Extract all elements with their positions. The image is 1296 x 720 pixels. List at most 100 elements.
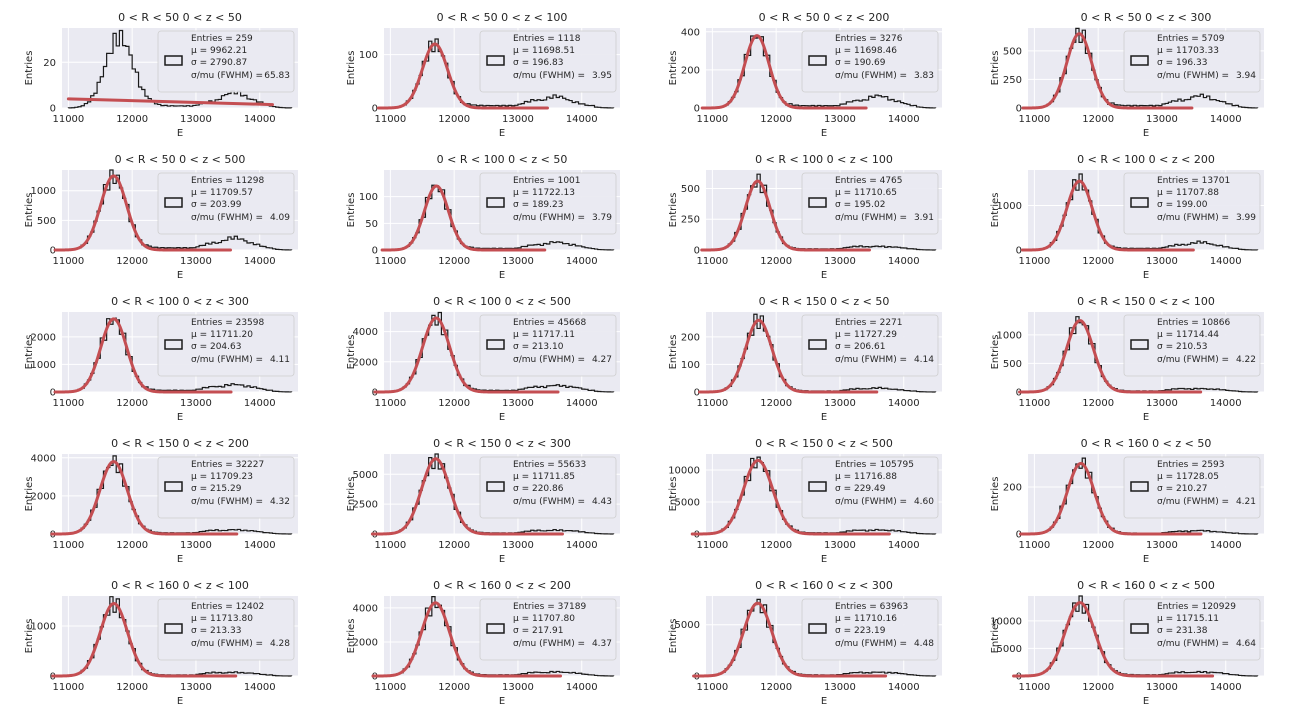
stat-resolution-label: σ/mu (FWHM) = [191,639,263,649]
y-tick-label: 1000 [31,186,56,197]
y-tick-label: 200 [681,65,700,76]
x-axis-label: E [177,412,183,423]
stats-legend: Entries = 105795 μ = 11716.88 σ = 229.49 σ/… [801,456,939,519]
subplot-title: 0 < R < 100 0 < z < 50 [437,153,568,166]
x-tick-label: 13000 [824,398,856,409]
y-axis-label: Entries [24,477,35,512]
y-tick-label: 5000 [675,620,700,631]
y-tick-label: 0 [1016,530,1022,541]
x-tick-label: 14000 [566,682,598,693]
stat-resolution-label: σ/mu (FWHM) = [1157,639,1229,649]
y-tick-label: 4000 [353,603,378,614]
x-axis-label: E [821,412,827,423]
legend-frame [479,30,617,93]
x-tick-label: 13000 [502,398,534,409]
stat-entries: Entries = 1001 [513,176,581,186]
x-tick-label: 11000 [1018,682,1050,693]
y-tick-label: 5000 [353,470,378,481]
x-tick-label: 13000 [824,682,856,693]
x-axis-label: E [177,554,183,565]
x-tick-label: 12000 [116,114,148,125]
x-tick-label: 13000 [180,540,212,551]
x-tick-label: 11000 [374,682,406,693]
stat-entries: Entries = 10866 [1157,318,1231,328]
stat-resolution-label: σ/mu (FWHM) = [835,71,907,81]
stat-resolution-label: σ/mu (FWHM) = [835,355,907,365]
stats-legend: Entries = 4765 μ = 11710.65 σ = 195.02 σ/mu… [801,172,939,235]
y-tick-label: 2000 [31,491,56,502]
y-axis-label: Entries [346,477,357,512]
legend-swatch [486,55,505,66]
y-axis-label: Entries [668,477,679,512]
x-tick-label: 11000 [696,114,728,125]
stat-mean: μ = 11727.29 [835,330,897,340]
stat-mean: μ = 11698.51 [513,46,575,56]
stat-resolution-value: 3.83 [914,71,934,81]
stat-resolution-label: σ/mu (FWHM) = [513,213,585,223]
y-tick-label: 400 [681,27,700,38]
y-axis-label: Entries [24,335,35,370]
legend-frame [479,314,617,377]
histogram-line [389,38,615,109]
stat-resolution-value: 4.22 [1236,355,1256,365]
fit-curve [700,179,871,252]
x-tick-label: 12000 [760,256,792,267]
legend-swatch [1130,197,1149,208]
y-tick-label: 0 [50,246,56,257]
y-tick-label: 0 [372,246,378,257]
y-axis-label: Entries [24,619,35,654]
x-axis-label: E [821,128,827,139]
x-axis-label: E [821,554,827,565]
x-tick-label: 12000 [438,256,470,267]
subplot: 11000 12000 13000 14000 0 1000 0 < R < 100 0 <… [990,153,1264,281]
stats-legend: Entries = 259 μ = 9962.21 σ = 2790.87 σ/mu … [157,30,295,93]
subplot-title: 0 < R < 50 0 < z < 500 [115,153,246,166]
stat-resolution-label: σ/mu (FWHM) = [513,71,585,81]
fit-curve [53,174,232,252]
y-tick-label: 200 [681,332,700,343]
x-tick-label: 12000 [1082,682,1114,693]
stat-resolution-value: 3.95 [592,71,612,81]
stat-sigma: σ = 206.61 [835,342,885,352]
stat-resolution-label: σ/mu (FWHM) = [191,355,263,365]
y-axis-label: Entries [990,193,1001,228]
legend-frame [157,456,295,519]
x-axis-label: E [1143,554,1149,565]
x-tick-label: 11000 [696,398,728,409]
fit-curve [376,42,549,110]
legend-swatch [808,55,827,66]
stat-mean: μ = 11710.65 [835,188,897,198]
x-tick-label: 14000 [1210,540,1242,551]
legend-swatch [486,197,505,208]
stat-entries: Entries = 4765 [835,176,903,186]
x-tick-label: 11000 [1018,256,1050,267]
stat-resolution-value: 4.11 [270,355,290,365]
legend-frame [157,598,295,661]
stat-entries: Entries = 37189 [513,602,587,612]
stat-resolution-value: 3.91 [914,213,934,223]
stat-mean: μ = 11698.46 [835,46,897,56]
y-axis-label: Entries [346,335,357,370]
legend-frame [479,456,617,519]
x-tick-label: 13000 [1146,682,1178,693]
legend-frame [1123,30,1261,93]
x-tick-label: 14000 [566,114,598,125]
legend-swatch [1130,55,1149,66]
y-tick-label: 10000 [990,616,1022,627]
subplot-title: 0 < R < 50 0 < z < 300 [1081,11,1212,24]
stat-resolution-label: σ/mu (FWHM) = [513,497,585,507]
x-tick-label: 14000 [1210,682,1242,693]
stats-legend: Entries = 1001 μ = 11722.13 σ = 189.23 σ/mu… [479,172,617,235]
legend-frame [157,172,295,235]
legend-swatch [808,623,827,634]
stats-legend: Entries = 23598 μ = 11711.20 σ = 204.63 σ/m… [157,314,295,377]
subplot-title: 0 < R < 100 0 < z < 300 [111,295,249,308]
y-tick-label: 100 [359,50,378,61]
stat-mean: μ = 11717.11 [513,330,575,340]
x-tick-label: 12000 [116,256,148,267]
stat-resolution-value: 3.99 [1236,213,1256,223]
histogram-line [389,184,615,251]
